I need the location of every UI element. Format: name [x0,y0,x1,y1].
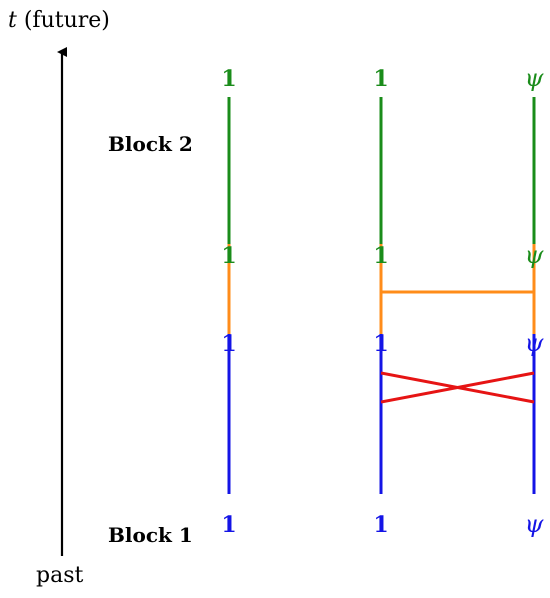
anyon-label-top-1: 1 [221,66,236,92]
red-braid-line-b [380,371,535,404]
time-axis-label: t (future) [8,8,110,33]
anyon-label-top-2: 1 [373,66,388,92]
anyon-label-middle-3: ψ [525,241,545,269]
anyon-label-top-3: ψ [525,64,545,92]
past-label: past [36,563,83,588]
anyon-label-middle-2: 1 [373,243,388,269]
anyon-label-bottom-2: 1 [373,512,388,538]
block-2-label: Block 2 [108,132,193,156]
anyon-label-bottom-3: ψ [525,510,545,538]
anyon-label-middle-1: 1 [221,243,236,269]
anyon-label-bottom-1: 1 [221,512,236,538]
anyon-label-lower-3: ψ [525,329,545,357]
block-1-label: Block 1 [108,523,193,547]
anyon-label-lower-2: 1 [373,331,388,357]
anyon-label-lower-1: 1 [221,331,236,357]
